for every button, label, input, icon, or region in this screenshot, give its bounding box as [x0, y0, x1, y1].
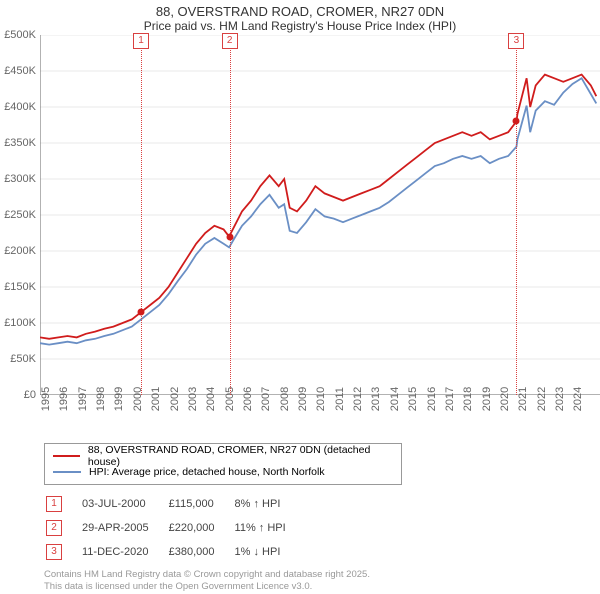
- x-tick-label: 2019: [481, 387, 493, 411]
- y-tick-label: £100K: [4, 317, 36, 329]
- y-tick-label: £50K: [10, 353, 36, 365]
- event-price: £115,000: [169, 493, 233, 515]
- event-vertical-line: [230, 35, 231, 395]
- x-tick-label: 1996: [58, 387, 70, 411]
- event-marker-3: 3: [508, 33, 524, 49]
- x-tick-label: 2013: [370, 387, 382, 411]
- x-tick-label: 2010: [315, 387, 327, 411]
- x-tick-label: 2021: [517, 387, 529, 411]
- x-tick-label: 2002: [169, 387, 181, 411]
- event-number-box: 3: [46, 544, 62, 560]
- chart-container: 88, OVERSTRAND ROAD, CROMER, NR27 0DN Pr…: [0, 0, 600, 594]
- footer-line1: Contains HM Land Registry data © Crown c…: [44, 569, 600, 581]
- y-tick-label: £400K: [4, 101, 36, 113]
- legend-row: 88, OVERSTRAND ROAD, CROMER, NR27 0DN (d…: [53, 448, 393, 464]
- event-date: 03-JUL-2000: [82, 493, 167, 515]
- x-tick-label: 1997: [77, 387, 89, 411]
- x-tick-label: 2009: [297, 387, 309, 411]
- x-tick-label: 2003: [187, 387, 199, 411]
- event-marker-1: 1: [133, 33, 149, 49]
- y-tick-label: £500K: [4, 29, 36, 41]
- x-tick-label: 2018: [462, 387, 474, 411]
- x-tick-label: 2023: [554, 387, 566, 411]
- x-tick-label: 2014: [389, 387, 401, 411]
- event-dot-1: [137, 309, 144, 316]
- x-tick-label: 2020: [499, 387, 511, 411]
- y-tick-label: £450K: [4, 65, 36, 77]
- x-tick-label: 2008: [279, 387, 291, 411]
- legend-swatch: [53, 471, 81, 473]
- y-tick-label: £0: [24, 389, 36, 401]
- x-tick-label: 2007: [260, 387, 272, 411]
- x-tick-label: 1998: [95, 387, 107, 411]
- chart-area: £0£50K£100K£150K£200K£250K£300K£350K£400…: [40, 35, 600, 395]
- y-tick-label: £150K: [4, 281, 36, 293]
- event-date: 29-APR-2005: [82, 517, 167, 539]
- event-vertical-line: [516, 35, 517, 395]
- event-delta: 1% ↓ HPI: [235, 541, 304, 563]
- event-marker-2: 2: [222, 33, 238, 49]
- table-row: 1 03-JUL-2000£115,0008% ↑ HPI: [46, 493, 304, 515]
- x-tick-label: 2022: [536, 387, 548, 411]
- event-dot-2: [226, 233, 233, 240]
- y-tick-label: £300K: [4, 173, 36, 185]
- x-tick-label: 2017: [444, 387, 456, 411]
- legend-box: 88, OVERSTRAND ROAD, CROMER, NR27 0DN (d…: [44, 443, 402, 485]
- x-tick-label: 2015: [407, 387, 419, 411]
- table-row: 3 11-DEC-2020£380,0001% ↓ HPI: [46, 541, 304, 563]
- title-address: 88, OVERSTRAND ROAD, CROMER, NR27 0DN: [0, 4, 600, 19]
- event-number-box: 2: [46, 520, 62, 536]
- y-tick-label: £200K: [4, 245, 36, 257]
- event-vertical-line: [141, 35, 142, 395]
- y-tick-label: £350K: [4, 137, 36, 149]
- event-dot-3: [513, 118, 520, 125]
- footer-line2: This data is licensed under the Open Gov…: [44, 581, 600, 593]
- y-tick-label: £250K: [4, 209, 36, 221]
- x-tick-label: 2004: [205, 387, 217, 411]
- title-block: 88, OVERSTRAND ROAD, CROMER, NR27 0DN Pr…: [0, 0, 600, 35]
- x-tick-label: 1995: [40, 387, 52, 411]
- x-tick-label: 2011: [334, 387, 346, 411]
- x-tick-label: 2006: [242, 387, 254, 411]
- event-price: £380,000: [169, 541, 233, 563]
- legend-swatch: [53, 455, 80, 457]
- legend-label: HPI: Average price, detached house, Nort…: [89, 466, 325, 478]
- event-date: 11-DEC-2020: [82, 541, 167, 563]
- x-tick-label: 2024: [572, 387, 584, 411]
- table-row: 2 29-APR-2005£220,00011% ↑ HPI: [46, 517, 304, 539]
- events-table: 1 03-JUL-2000£115,0008% ↑ HPI 2 29-APR-2005…: [44, 491, 306, 565]
- x-tick-label: 1999: [113, 387, 125, 411]
- event-price: £220,000: [169, 517, 233, 539]
- title-subtitle: Price paid vs. HM Land Registry's House …: [0, 19, 600, 33]
- legend-label: 88, OVERSTRAND ROAD, CROMER, NR27 0DN (d…: [88, 444, 393, 468]
- x-tick-label: 2016: [426, 387, 438, 411]
- x-tick-label: 2012: [352, 387, 364, 411]
- event-delta: 11% ↑ HPI: [235, 517, 304, 539]
- x-tick-label: 2001: [150, 387, 162, 411]
- event-delta: 8% ↑ HPI: [235, 493, 304, 515]
- x-tick-label: 2000: [132, 387, 144, 411]
- event-number-box: 1: [46, 496, 62, 512]
